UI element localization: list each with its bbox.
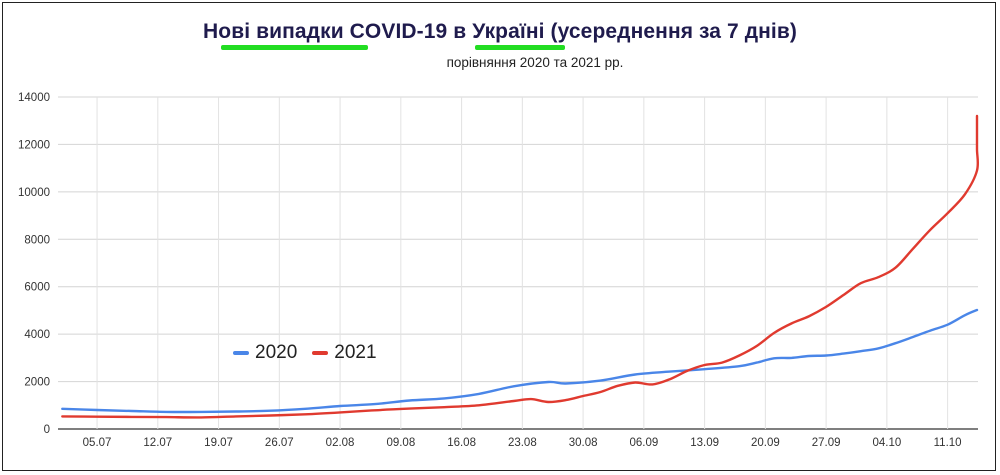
x-tick-label: 16.08 <box>447 437 476 449</box>
legend-label-2020: 2020 <box>255 342 298 363</box>
title-underline-2 <box>475 45 565 50</box>
x-tick-label: 27.09 <box>812 437 841 449</box>
legend-swatch-2020 <box>233 351 249 355</box>
x-tick-label: 05.07 <box>83 437 112 449</box>
x-tick-label: 20.09 <box>751 437 780 449</box>
chart-title: Нові випадки COVID-19 в Україні (усередн… <box>203 20 797 43</box>
series-line-2021 <box>61 114 980 419</box>
chart-subtitle: порівняння 2020 та 2021 рр. <box>446 55 624 70</box>
legend-label-2021: 2021 <box>334 342 377 363</box>
legend-item-2021: 2021 <box>312 342 377 364</box>
chart-legend: 2020 2021 <box>233 342 392 364</box>
y-tick-label: 14000 <box>18 92 50 104</box>
x-tick-label: 04.10 <box>872 437 901 449</box>
x-tick-label: 26.07 <box>265 437 294 449</box>
x-tick-label: 13.09 <box>690 437 719 449</box>
x-tick-label: 02.08 <box>326 437 355 449</box>
legend-item-2020: 2020 <box>233 342 297 364</box>
series-line-2020 <box>61 308 979 414</box>
x-tick-label: 19.07 <box>204 437 233 449</box>
x-tick-label: 06.09 <box>629 437 658 449</box>
y-tick-label: 0 <box>44 424 50 436</box>
y-tick-label: 6000 <box>24 282 50 294</box>
legend-swatch-2021 <box>312 351 329 355</box>
y-tick-label: 2000 <box>24 377 50 389</box>
x-tick-label: 11.10 <box>934 437 962 449</box>
y-tick-label: 12000 <box>18 139 50 151</box>
x-tick-label: 09.08 <box>386 437 415 449</box>
x-tick-label: 23.08 <box>508 437 537 449</box>
y-tick-label: 4000 <box>24 329 50 341</box>
y-tick-label: 10000 <box>18 187 50 199</box>
title-underline-1 <box>221 45 368 50</box>
x-tick-label: 12.07 <box>143 437 172 449</box>
y-tick-label: 8000 <box>24 234 50 246</box>
x-tick-label: 30.08 <box>569 437 598 449</box>
